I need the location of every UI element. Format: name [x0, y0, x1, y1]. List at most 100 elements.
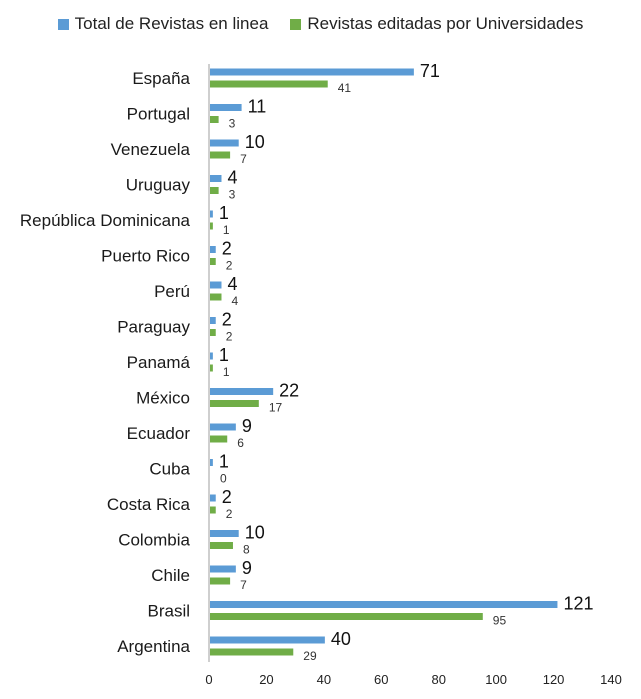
category-label: Ecuador: [127, 424, 191, 443]
data-label-total: 71: [420, 61, 440, 81]
data-label-universidades: 7: [240, 578, 247, 592]
category-label: República Dominicana: [20, 211, 191, 230]
x-tick-label: 100: [485, 672, 507, 687]
category-label: Chile: [151, 566, 190, 585]
bar-total: [210, 601, 558, 608]
legend-item-universidades: Revistas editadas por Universidades: [290, 14, 583, 34]
bar-universidades: [210, 222, 213, 230]
bar-total: [210, 636, 325, 644]
bar-total: [210, 565, 236, 573]
bar-universidades: [210, 648, 294, 656]
bar-universidades: [210, 506, 216, 514]
bar-total: [210, 423, 236, 431]
x-tick-label: 40: [317, 672, 331, 687]
category-label: Costa Rica: [107, 495, 191, 514]
category-label: Cuba: [149, 460, 190, 479]
category-label: Paraguay: [117, 318, 190, 337]
category-label: Venezuela: [111, 140, 191, 159]
bar-universidades: [210, 435, 228, 443]
data-label-universidades: 17: [269, 401, 283, 415]
data-label-universidades: 2: [226, 507, 233, 521]
x-tick-label: 120: [543, 672, 565, 687]
data-label-universidades: 3: [229, 117, 236, 131]
bar-total: [210, 68, 414, 76]
bar-total: [210, 317, 216, 324]
data-label-universidades: 4: [231, 294, 238, 308]
category-label: Panamá: [127, 353, 191, 372]
bar-universidades: [210, 80, 328, 88]
bar-total: [210, 281, 222, 289]
bar-universidades: [210, 293, 222, 301]
x-tick-label: 140: [600, 672, 622, 687]
data-label-total: 4: [227, 168, 237, 188]
x-tick-label: 60: [374, 672, 388, 687]
bar-universidades: [210, 400, 259, 407]
bar-universidades: [210, 329, 216, 336]
data-label-total: 121: [563, 594, 593, 614]
data-label-total: 4: [227, 274, 237, 294]
bar-universidades: [210, 151, 231, 159]
data-label-total: 2: [222, 239, 232, 259]
bar-total: [210, 210, 213, 218]
data-label-universidades: 8: [243, 543, 250, 557]
data-label-universidades: 1: [223, 223, 230, 237]
data-label-universidades: 1: [223, 365, 230, 379]
bar-universidades: [210, 187, 219, 194]
data-label-universidades: 7: [240, 152, 247, 166]
category-label: Colombia: [118, 531, 190, 550]
x-tick-label: 80: [431, 672, 445, 687]
legend-swatch-universidades: [290, 18, 302, 30]
data-label-total: 9: [242, 416, 252, 436]
category-label: Puerto Rico: [101, 247, 190, 266]
data-label-total: 1: [219, 345, 229, 365]
bar-total: [210, 352, 213, 360]
data-label-universidades: 0: [220, 472, 227, 486]
bar-total: [210, 104, 242, 111]
bar-total: [210, 139, 239, 147]
data-label-total: 2: [222, 487, 232, 507]
x-tick-label: 20: [259, 672, 273, 687]
data-label-total: 22: [279, 381, 299, 401]
legend-label-total: Total de Revistas en linea: [74, 14, 269, 33]
data-label-universidades: 95: [493, 614, 507, 628]
data-label-total: 9: [242, 558, 252, 578]
data-label-total: 1: [219, 452, 229, 472]
data-label-universidades: 6: [237, 436, 244, 450]
category-label: Argentina: [117, 637, 190, 656]
data-label-universidades: 2: [226, 259, 233, 273]
bar-universidades: [210, 577, 231, 585]
bar-total: [210, 388, 274, 395]
data-label-total: 11: [248, 97, 267, 117]
category-label: Perú: [154, 282, 190, 301]
data-label-total: 10: [245, 523, 265, 543]
category-label: España: [132, 69, 190, 88]
legend-item-total: Total de Revistas en linea: [57, 14, 269, 34]
bar-total: [210, 494, 216, 502]
bar-universidades: [210, 116, 219, 123]
bar-universidades: [210, 258, 216, 265]
bar-total: [210, 175, 222, 182]
bar-total: [210, 246, 216, 253]
bar-total: [210, 530, 239, 537]
bar-universidades: [210, 542, 233, 549]
data-label-universidades: 29: [303, 649, 317, 663]
data-label-total: 2: [222, 310, 232, 330]
bar-universidades: [210, 613, 483, 620]
legend: Total de Revistas en linea Revistas edit…: [0, 14, 641, 34]
data-label-total: 10: [245, 132, 265, 152]
data-label-total: 40: [331, 629, 351, 649]
category-label: Brasil: [147, 602, 190, 621]
legend-label-universidades: Revistas editadas por Universidades: [307, 14, 584, 33]
data-label-universidades: 41: [338, 81, 352, 95]
data-label-universidades: 2: [226, 330, 233, 344]
x-tick-label: 0: [205, 672, 212, 687]
data-label-universidades: 3: [229, 188, 236, 202]
legend-swatch-total: [57, 18, 69, 30]
bar-universidades: [210, 364, 213, 372]
data-label-total: 1: [219, 203, 229, 223]
category-label: Uruguay: [126, 176, 191, 195]
category-label: Portugal: [127, 105, 190, 124]
category-label: México: [136, 389, 190, 408]
bar-total: [210, 459, 213, 466]
